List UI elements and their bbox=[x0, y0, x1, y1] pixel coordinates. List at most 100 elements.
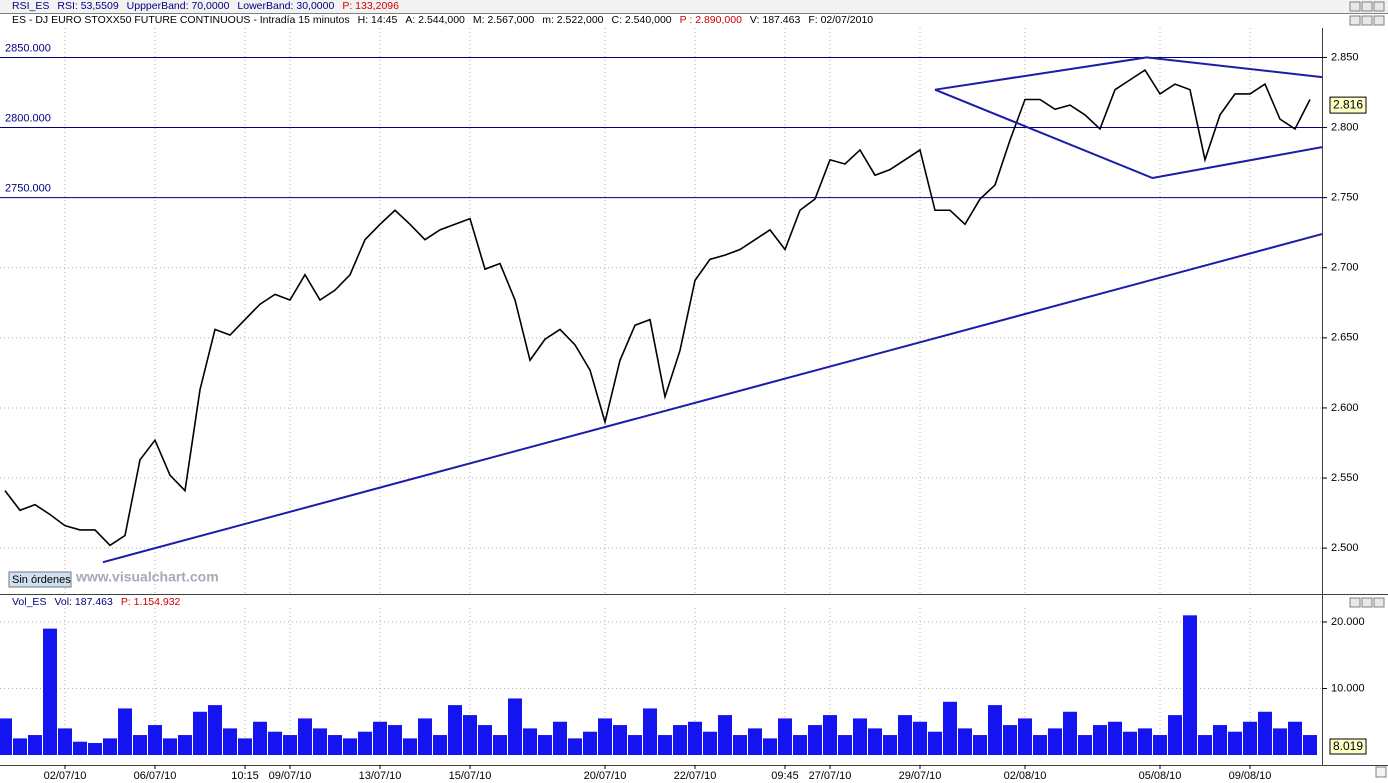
volume-bar bbox=[898, 715, 912, 755]
x-tick-label: 29/07/10 bbox=[899, 770, 942, 782]
current-value-label: 8.019 bbox=[1333, 739, 1363, 753]
volume-bar bbox=[1258, 711, 1272, 755]
volume-bar bbox=[748, 728, 762, 755]
volume-bar bbox=[643, 708, 657, 755]
current-value-label: 2.816 bbox=[1333, 97, 1363, 111]
volume-bar bbox=[853, 718, 867, 755]
y-tick-label: 20.000 bbox=[1331, 616, 1365, 628]
volume-bar bbox=[193, 711, 207, 755]
volume-bar bbox=[913, 721, 927, 755]
minimize-button[interactable] bbox=[1349, 597, 1361, 608]
header-item: V: 187.463 bbox=[749, 14, 801, 26]
volume-bar bbox=[883, 735, 897, 755]
volume-bar bbox=[1213, 725, 1227, 755]
volume-bar bbox=[553, 721, 567, 755]
volume-bar bbox=[568, 738, 582, 755]
y-tick-label: 10.000 bbox=[1331, 682, 1365, 694]
header-item: C: 2.540,000 bbox=[611, 14, 672, 26]
volume-bar bbox=[598, 718, 612, 755]
volume-bar bbox=[118, 708, 132, 755]
volume-bar bbox=[223, 728, 237, 755]
close-button[interactable] bbox=[1373, 15, 1385, 26]
current-value-box bbox=[1329, 96, 1367, 114]
volume-bar bbox=[1228, 731, 1242, 755]
volume-bar bbox=[448, 705, 462, 755]
header-item: m: 2.522,000 bbox=[542, 14, 604, 26]
volume-bar bbox=[1288, 721, 1302, 755]
volume-header: Vol_ES Vol: 187.463 P: 1.154.932 bbox=[0, 596, 180, 609]
trendline bbox=[102, 233, 1323, 564]
trendline bbox=[934, 88, 1323, 180]
zoom-button[interactable] bbox=[1375, 766, 1387, 778]
current-value-box bbox=[1329, 738, 1367, 755]
y-tick-label: 2.750 bbox=[1331, 192, 1359, 204]
maximize-button[interactable] bbox=[1361, 1, 1373, 12]
order-button[interactable] bbox=[8, 571, 72, 588]
volume-bar bbox=[1198, 735, 1212, 755]
volume-bar bbox=[328, 735, 342, 755]
volume-bar bbox=[973, 735, 987, 755]
x-tick-label: 15/07/10 bbox=[449, 770, 492, 782]
volume-bar bbox=[313, 728, 327, 755]
price-line bbox=[4, 68, 1311, 547]
volume-bar bbox=[1183, 615, 1197, 755]
volume-bar bbox=[538, 735, 552, 755]
volume-bar bbox=[388, 725, 402, 755]
header-item: Vol_ES bbox=[12, 596, 47, 608]
header-item: P: 1.154.932 bbox=[120, 596, 181, 608]
maximize-button[interactable] bbox=[1361, 15, 1373, 26]
volume-bar bbox=[493, 735, 507, 755]
volume-bar bbox=[343, 738, 357, 755]
info-header: ES - DJ EURO STOXX50 FUTURE CONTINUOUS -… bbox=[0, 14, 873, 27]
volume-bar bbox=[253, 721, 267, 755]
close-button[interactable] bbox=[1373, 597, 1385, 608]
volume-bar bbox=[943, 701, 957, 755]
trendline bbox=[934, 56, 1323, 91]
volume-bar bbox=[148, 725, 162, 755]
volume-bar bbox=[73, 741, 87, 755]
x-tick-label: 05/08/10 bbox=[1139, 770, 1182, 782]
order-button-label[interactable]: Sin órdenes bbox=[12, 574, 71, 586]
volume-bar bbox=[673, 725, 687, 755]
volume-bar bbox=[868, 728, 882, 755]
volume-bar bbox=[928, 731, 942, 755]
volume-bar bbox=[283, 735, 297, 755]
minimize-button[interactable] bbox=[1349, 1, 1361, 12]
y-tick-label: 2.700 bbox=[1331, 262, 1359, 274]
volume-bar bbox=[523, 728, 537, 755]
volume-bar bbox=[58, 728, 72, 755]
volume-bar bbox=[718, 715, 732, 755]
volume-bar bbox=[433, 735, 447, 755]
header-item: F: 02/07/2010 bbox=[808, 14, 874, 26]
volume-bar bbox=[1018, 718, 1032, 755]
volume-bar bbox=[163, 738, 177, 755]
close-button[interactable] bbox=[1373, 1, 1385, 12]
x-tick-label: 06/07/10 bbox=[134, 770, 177, 782]
volume-bar bbox=[1003, 725, 1017, 755]
header-item: P: 133,2096 bbox=[342, 0, 399, 12]
volume-bar bbox=[988, 705, 1002, 755]
volume-bar bbox=[583, 731, 597, 755]
header-bar bbox=[0, 0, 1388, 13]
volume-bar bbox=[463, 715, 477, 755]
volume-bar bbox=[478, 725, 492, 755]
volume-bar bbox=[703, 731, 717, 755]
x-tick-label: 02/08/10 bbox=[1004, 770, 1047, 782]
volume-bar bbox=[0, 718, 12, 755]
y-tick-label: 2.500 bbox=[1331, 542, 1359, 554]
x-tick-label: 09/07/10 bbox=[269, 770, 312, 782]
minimize-button[interactable] bbox=[1349, 15, 1361, 26]
header-item: LowerBand: 30,0000 bbox=[237, 0, 335, 12]
volume-bar bbox=[1153, 735, 1167, 755]
volume-bar bbox=[658, 735, 672, 755]
maximize-button[interactable] bbox=[1361, 597, 1373, 608]
y-tick-label: 2.850 bbox=[1331, 51, 1359, 63]
volume-bar bbox=[103, 738, 117, 755]
volume-bar bbox=[1303, 735, 1317, 755]
volume-bar bbox=[1243, 721, 1257, 755]
header-item: A: 2.544,000 bbox=[405, 14, 465, 26]
volume-bar bbox=[358, 731, 372, 755]
volume-bar bbox=[208, 705, 222, 755]
